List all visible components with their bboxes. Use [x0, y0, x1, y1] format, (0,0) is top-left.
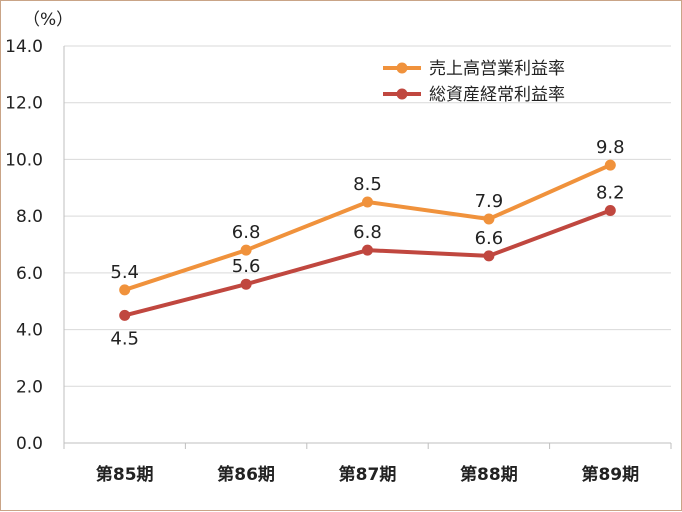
legend-label: 売上高営業利益率: [429, 59, 565, 79]
y-tick-label: 10.0: [5, 150, 43, 170]
y-tick-label: 2.0: [16, 377, 43, 397]
series-2: 4.5 5.6 6.8 6.6 8.2: [110, 182, 624, 349]
series-1: 5.4 6.8 8.5 7.9 9.8: [110, 137, 625, 296]
x-tick-label: 第85期: [96, 464, 154, 485]
x-tick-label: 第89期: [581, 464, 639, 485]
series-group: 5.4 6.8 8.5 7.9 9.8 4.5 5.6 6.8 6.6 8.2: [110, 137, 624, 349]
data-point: [119, 284, 131, 296]
data-label: 6.6: [475, 228, 504, 249]
legend-swatch-marker: [396, 62, 408, 74]
x-axis: 第85期 第86期 第87期 第88期 第89期: [63, 442, 672, 485]
y-unit-label: （%）: [23, 10, 73, 30]
data-point: [483, 250, 495, 262]
data-point: [362, 244, 373, 256]
data-point: [240, 244, 252, 256]
legend-swatch-marker: [396, 88, 408, 100]
x-tick-label: 第86期: [217, 464, 275, 485]
y-tick-label: 6.0: [16, 264, 43, 284]
data-point: [240, 278, 252, 290]
data-point: [119, 309, 131, 321]
data-point: [604, 204, 616, 216]
data-label: 5.4: [110, 262, 139, 283]
x-tick-label: 第87期: [339, 464, 397, 485]
y-tick-label: 4.0: [16, 321, 43, 341]
data-label: 7.9: [475, 191, 504, 212]
y-tick-label: 8.0: [16, 207, 43, 227]
data-label: 8.2: [596, 182, 625, 203]
y-tick-label: 14.0: [5, 37, 43, 57]
y-axis: 0.0 2.0 4.0 6.0 8.0 10.0 12.0 14.0: [5, 37, 65, 454]
data-point: [483, 213, 495, 225]
data-label: 6.8: [353, 222, 382, 243]
legend-label: 総資産経常利益率: [429, 85, 565, 105]
y-tick-label: 12.0: [5, 94, 43, 114]
legend-item-1: 売上高営業利益率: [383, 59, 565, 79]
data-label: 9.8: [596, 137, 625, 158]
data-label: 6.8: [232, 222, 261, 243]
data-point: [362, 196, 373, 208]
data-label: 8.5: [353, 174, 382, 195]
data-point: [604, 159, 616, 171]
x-tick-label: 第88期: [460, 464, 518, 485]
data-label: 5.6: [232, 256, 261, 277]
data-label: 4.5: [110, 328, 139, 349]
gridlines: [64, 45, 671, 387]
legend-item-2: 総資産経常利益率: [383, 85, 565, 105]
y-tick-label: 0.0: [16, 434, 43, 454]
